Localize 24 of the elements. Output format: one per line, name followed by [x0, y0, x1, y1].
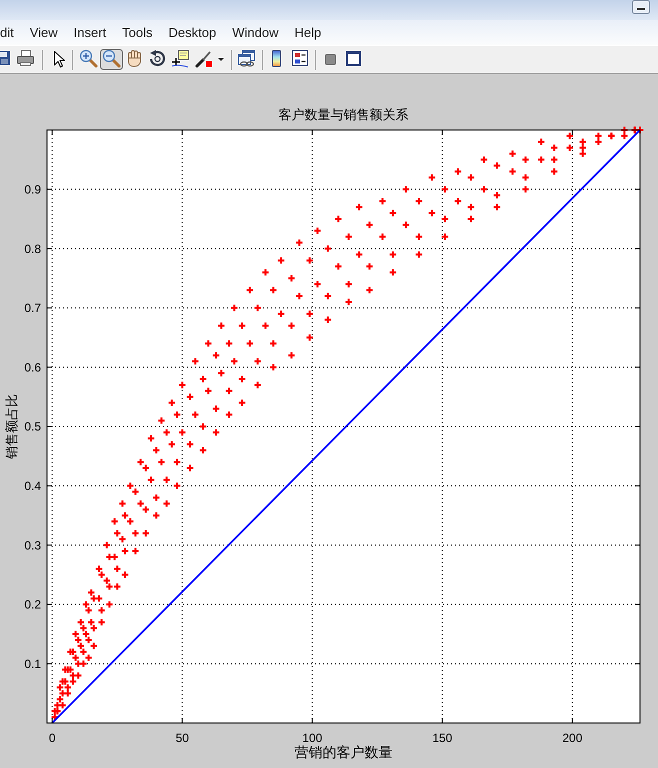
chart-title: 客户数量与销售额关系 [278, 107, 408, 123]
y-tick-label: 0.3 [24, 538, 42, 552]
x-tick-label: 0 [48, 731, 56, 745]
y-tick-label: 0.6 [24, 360, 42, 374]
y-tick-label: 0.8 [24, 242, 42, 256]
y-tick-label: 0.1 [24, 656, 42, 671]
y-tick-label: 0.7 [24, 301, 42, 316]
x-axis-title: 营销的客户数量 [294, 745, 392, 761]
text: Desktop [168, 25, 216, 40]
y-tick-label: 0.5 [24, 420, 42, 434]
y-tick-label: 0.4 [24, 479, 42, 493]
x-tick-label: 200 [562, 731, 583, 745]
text: Insert [74, 25, 107, 40]
y-tick-label: 0.2 [24, 598, 42, 612]
text: Tools [122, 25, 154, 40]
text: Help [294, 25, 322, 40]
text: dit [0, 25, 14, 40]
x-tick-label: 50 [176, 731, 190, 745]
text: Window [232, 25, 280, 40]
y-tick-label: 0.9 [24, 182, 42, 196]
text: View [30, 25, 58, 40]
x-tick-label: 150 [432, 731, 453, 745]
y-axis-title: 销售额占比 [5, 394, 20, 460]
x-tick-label: 100 [302, 731, 323, 745]
